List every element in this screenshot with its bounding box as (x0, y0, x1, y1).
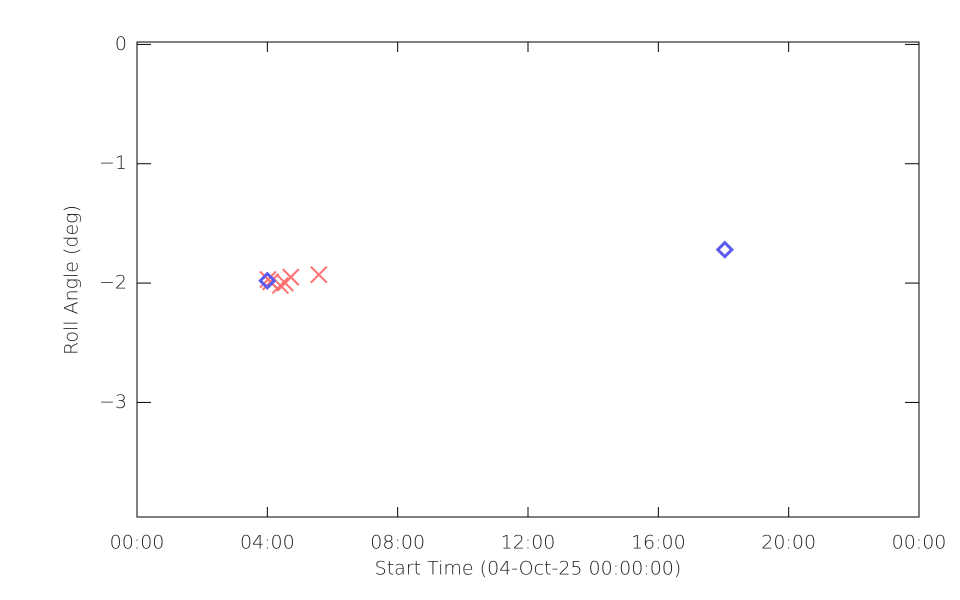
y-tick-label: −3 (99, 391, 127, 413)
x-marker (282, 268, 300, 286)
x-tick-label: 08:00 (370, 532, 425, 554)
x-tick-label: 00:00 (892, 532, 947, 554)
diamond-marker (715, 240, 734, 259)
x-tick-label: 20:00 (761, 532, 816, 554)
x-tick-label: 16:00 (631, 532, 686, 554)
plot-frame (136, 41, 920, 518)
x-tick-label: 00:00 (110, 532, 165, 554)
y-tick-label: 0 (115, 33, 127, 55)
diamond-marker (258, 271, 277, 290)
x-tick-label: 04:00 (240, 532, 295, 554)
x-marker (310, 266, 328, 284)
y-tick-label: −2 (99, 272, 127, 294)
x-tick-label: 12:00 (501, 532, 556, 554)
y-axis-title: Roll Angle (deg) (61, 205, 83, 355)
y-tick-label: −1 (99, 152, 127, 174)
x-axis-title: Start Time (04-Oct-25 00:00:00) (375, 558, 682, 580)
